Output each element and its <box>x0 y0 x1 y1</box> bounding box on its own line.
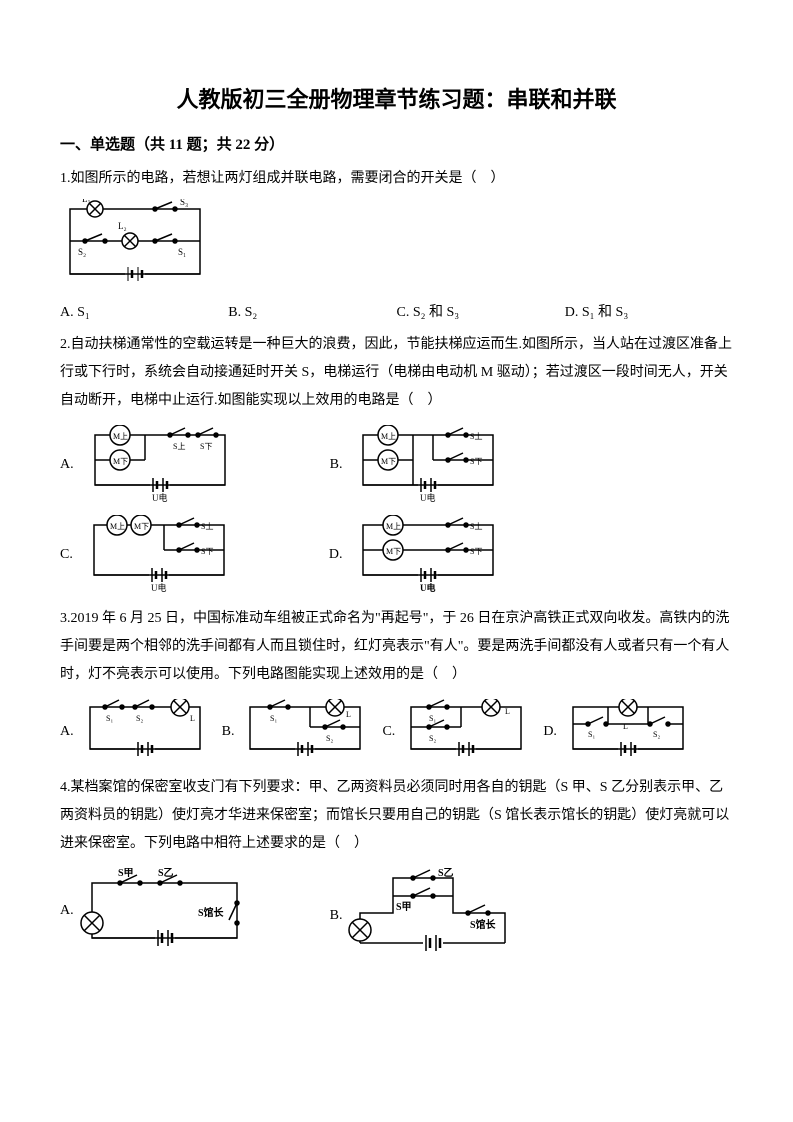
q3-diagram-a: S₁ S₂ L <box>80 699 210 764</box>
svg-text:S下: S下 <box>200 442 212 451</box>
q3-opt-a-label: A. <box>60 719 74 744</box>
question-1-text: 1.如图所示的电路，若想让两灯组成并联电路，需要闭合的开关是（ ） <box>60 165 733 193</box>
q2-diagrams-row1: A. M上 M下 S上 S下 U电 B. <box>60 425 733 505</box>
svg-text:S馆长: S馆长 <box>470 918 497 931</box>
svg-text:M上: M上 <box>386 522 401 531</box>
svg-text:S₃: S₃ <box>180 199 188 207</box>
svg-text:S₁: S₁ <box>106 714 113 723</box>
q3-diagram-c: S₁ S₂ L <box>401 699 531 764</box>
q1-opt-a: A. S₁ <box>60 300 228 325</box>
q1-options: A. S₁ B. S₂ C. S₂ 和 S₃ D. S₁ 和 S₃ <box>60 300 733 325</box>
svg-text:L: L <box>623 722 628 731</box>
q2-diagram-b: M上 M下 S上 S下 U电 <box>348 425 508 505</box>
q1-diagram: L₁ L₂ S₃ S₂ S₁ <box>60 199 733 294</box>
svg-text:S馆长: S馆长 <box>198 906 225 919</box>
q4-opt-a-label: A. <box>60 898 74 923</box>
q3-diagram-b: S₁ S₂ L <box>240 699 370 764</box>
svg-text:S₁: S₁ <box>429 714 436 723</box>
svg-text:S甲: S甲 <box>118 868 134 879</box>
q4-opt-b-label: B. <box>330 903 343 928</box>
q2-diagram-d: M上 M下 S上 S下 U电 <box>348 515 508 595</box>
q3-opt-d-label: D. <box>543 719 557 744</box>
svg-text:S₂: S₂ <box>653 730 660 739</box>
q1-opt-b: B. S₂ <box>228 300 396 325</box>
svg-text:S₁: S₁ <box>588 730 595 739</box>
svg-text:L: L <box>505 707 510 716</box>
svg-text:S上: S上 <box>470 432 482 441</box>
q2-diagrams-row2: C. M上 M下 S上 S下 U电 D. <box>60 515 733 595</box>
svg-text:L₁: L₁ <box>82 199 91 204</box>
svg-text:S上: S上 <box>173 442 185 451</box>
svg-text:S₂: S₂ <box>78 247 86 257</box>
svg-text:U电: U电 <box>152 492 168 503</box>
q2-opt-b-label: B. <box>330 452 343 477</box>
svg-text:S乙: S乙 <box>438 868 454 879</box>
svg-text:S₁: S₁ <box>178 247 186 257</box>
q2-diagram-a: M上 M下 S上 S下 U电 <box>80 425 240 505</box>
q4-diagrams: A. S甲 S乙 S馆长 B. <box>60 868 733 963</box>
svg-text:L: L <box>190 714 195 723</box>
svg-text:U电: U电 <box>151 582 167 593</box>
svg-text:S上: S上 <box>201 522 213 531</box>
q2-opt-a-label: A. <box>60 452 74 477</box>
q3-opt-b-label: B. <box>222 719 235 744</box>
svg-text:S₂: S₂ <box>429 734 436 743</box>
page-title: 人教版初三全册物理章节练习题：串联和并联 <box>60 80 733 120</box>
q2-diagram-c: M上 M下 S上 S下 U电 <box>79 515 239 595</box>
q2-opt-d-label: D. <box>329 542 343 567</box>
svg-text:M下: M下 <box>113 457 128 466</box>
svg-text:S₂: S₂ <box>326 734 333 743</box>
svg-text:L: L <box>346 710 351 719</box>
svg-text:M上: M上 <box>113 432 128 441</box>
svg-text:M上: M上 <box>110 522 125 531</box>
svg-text:M下: M下 <box>134 522 149 531</box>
svg-text:S下: S下 <box>470 547 482 556</box>
svg-text:M下: M下 <box>381 457 396 466</box>
svg-text:U电: U电 <box>420 582 436 593</box>
q2-opt-c-label: C. <box>60 542 73 567</box>
svg-text:S下: S下 <box>470 457 482 466</box>
svg-text:S₂: S₂ <box>136 714 143 723</box>
question-3-text: 3.2019 年 6 月 25 日，中国标准动车组被正式命名为"再起号"，于 2… <box>60 605 733 689</box>
svg-text:L₂: L₂ <box>118 221 127 231</box>
svg-text:S₁: S₁ <box>270 714 277 723</box>
svg-text:S上: S上 <box>470 522 482 531</box>
q4-diagram-a: S甲 S乙 S馆长 <box>80 868 250 953</box>
q1-opt-c: C. S₂ 和 S₃ <box>397 300 565 325</box>
q1-opt-d: D. S₁ 和 S₃ <box>565 300 733 325</box>
question-2-text: 2.自动扶梯通常性的空载运转是一种巨大的浪费，因此，节能扶梯应运而生.如图所示，… <box>60 331 733 415</box>
section-header: 一、单选题（共 11 题；共 22 分） <box>60 132 733 159</box>
svg-text:S乙: S乙 <box>158 868 174 879</box>
svg-text:U电: U电 <box>420 492 436 503</box>
q4-diagram-b: S乙 S甲 S馆长 <box>348 868 518 963</box>
svg-text:M上: M上 <box>381 432 396 441</box>
svg-text:M下: M下 <box>386 547 401 556</box>
question-4-text: 4.某档案馆的保密室收支门有下列要求：甲、乙两资料员必须同时用各自的钥匙（S 甲… <box>60 774 733 858</box>
q3-diagrams: A. S₁ S₂ L B. <box>60 699 733 764</box>
svg-text:S下: S下 <box>201 547 213 556</box>
q3-opt-c-label: C. <box>382 719 395 744</box>
q3-diagram-d: S₁ S₂ L <box>563 699 693 764</box>
svg-text:S甲: S甲 <box>396 901 412 913</box>
